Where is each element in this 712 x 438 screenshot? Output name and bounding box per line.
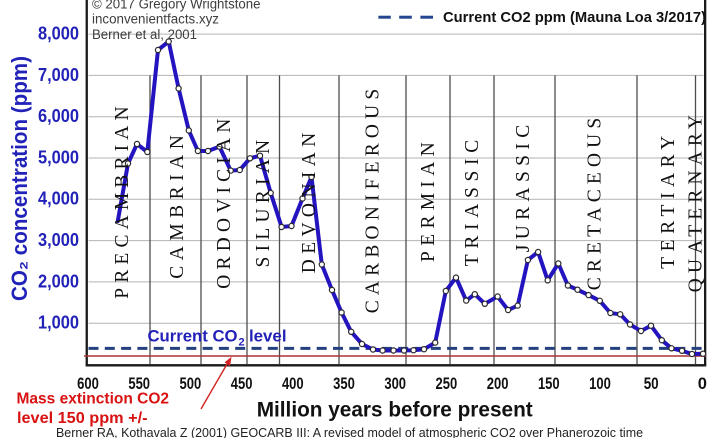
- svg-text:PERMIAN: PERMIAN: [418, 142, 439, 262]
- svg-text:QUATERNARY: QUATERNARY: [686, 115, 707, 292]
- svg-text:1,000: 1,000: [38, 313, 79, 333]
- svg-text:© 2017 Gregory Wrightstone: © 2017 Gregory Wrightstone: [92, 0, 261, 11]
- svg-text:450: 450: [231, 375, 253, 393]
- svg-text:350: 350: [333, 375, 355, 393]
- svg-text:CRETACEOUS: CRETACEOUS: [585, 118, 606, 291]
- svg-text:CARBONIFEROUS: CARBONIFEROUS: [363, 89, 384, 314]
- svg-text:Million years before present: Million years before present: [257, 399, 533, 422]
- svg-text:inconvenientfacts.xyz: inconvenientfacts.xyz: [92, 12, 219, 27]
- svg-text:2,000: 2,000: [38, 271, 79, 291]
- svg-text:150: 150: [538, 375, 560, 393]
- svg-text:Mass extinction CO2: Mass extinction CO2: [17, 390, 170, 407]
- svg-text:2: 2: [239, 336, 245, 348]
- svg-text:550: 550: [128, 375, 150, 393]
- svg-text:200: 200: [487, 375, 509, 393]
- svg-text:6,000: 6,000: [38, 106, 79, 126]
- svg-text:SILURIAN: SILURIAN: [253, 140, 274, 268]
- svg-text:Berner et al, 2001: Berner et al, 2001: [92, 27, 197, 42]
- svg-text:Current CO2 ppm (Mauna Loa 3/2: Current CO2 ppm (Mauna Loa 3/2017): [443, 9, 706, 26]
- svg-text:100: 100: [589, 375, 611, 393]
- svg-text:TRIASSIC: TRIASSIC: [462, 140, 483, 267]
- svg-text:CAMBRIAN: CAMBRIAN: [167, 135, 188, 279]
- svg-text:7,000: 7,000: [38, 65, 79, 85]
- svg-text:level: level: [249, 326, 287, 345]
- svg-text:4,000: 4,000: [38, 189, 79, 209]
- svg-text:PRECAMBRIAN: PRECAMBRIAN: [112, 106, 133, 298]
- svg-text:Current CO: Current CO: [148, 326, 238, 345]
- svg-text:CO₂ concentration (ppm): CO₂ concentration (ppm): [7, 56, 32, 301]
- svg-text:500: 500: [180, 375, 202, 393]
- svg-text:50: 50: [644, 375, 659, 393]
- svg-text:level 150 ppm +/-: level 150 ppm +/-: [17, 410, 148, 427]
- svg-text:3,000: 3,000: [38, 230, 79, 250]
- svg-text:5,000: 5,000: [38, 147, 79, 167]
- svg-text:TERTIARY: TERTIARY: [658, 136, 679, 269]
- svg-text:300: 300: [384, 375, 406, 393]
- svg-text:600: 600: [77, 375, 99, 393]
- svg-text:ORDOVICIAN: ORDOVICIAN: [214, 119, 235, 289]
- svg-text:400: 400: [282, 375, 304, 393]
- svg-text:250: 250: [436, 375, 458, 393]
- svg-text:Berner RA, Kothavala Z (2001): Berner RA, Kothavala Z (2001) GEOCARB II…: [56, 425, 643, 438]
- svg-text:8,000: 8,000: [38, 24, 79, 44]
- svg-text:0: 0: [698, 375, 707, 393]
- svg-text:JURASSIC: JURASSIC: [513, 125, 534, 253]
- svg-text:DEVONIAN: DEVONIAN: [299, 133, 320, 274]
